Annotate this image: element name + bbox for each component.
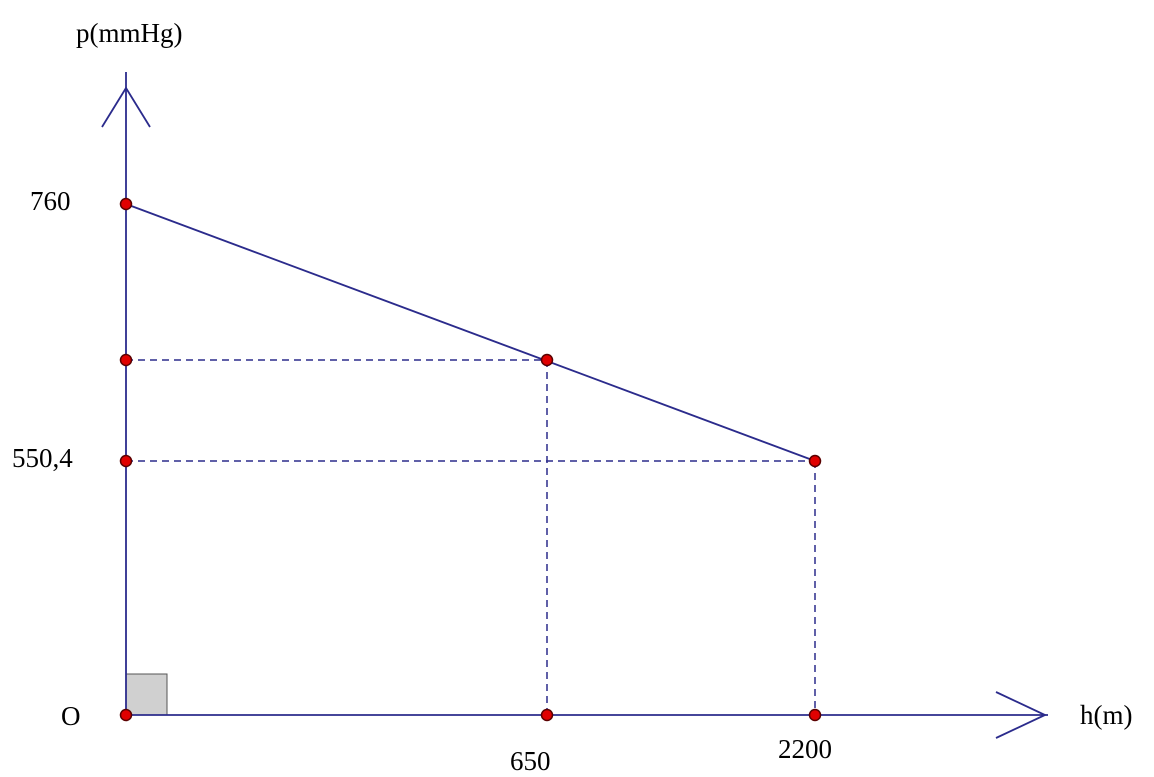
point-650 [540, 353, 554, 367]
pressure-line [125, 203, 816, 462]
x-axis-arrow [995, 691, 1048, 739]
tick-label-550-4: 550,4 [12, 443, 73, 473]
point-x-2200 [808, 708, 822, 722]
y-axis-label: p(mmHg) [76, 18, 182, 48]
point-y-760 [119, 197, 133, 211]
point-y-550 [119, 454, 133, 468]
origin-label: O [61, 701, 81, 731]
point-x-650 [540, 708, 554, 722]
tick-label-2200: 2200 [778, 734, 832, 764]
right-angle-marker [125, 673, 168, 716]
y-axis-arrow [101, 86, 151, 128]
tick-label-650: 650 [510, 746, 551, 776]
x-axis-label: h(m) [1080, 700, 1132, 730]
point-origin [119, 708, 133, 722]
tick-label-760: 760 [30, 186, 71, 216]
point-y-mid [119, 353, 133, 367]
point-2200 [808, 454, 822, 468]
